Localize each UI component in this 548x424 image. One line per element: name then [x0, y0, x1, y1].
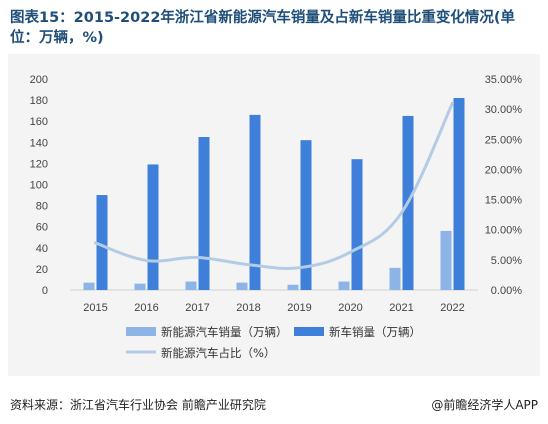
legend-label-total-sales: 新车销量（万辆）	[329, 325, 421, 339]
source-note: 资料来源：浙江省汽车行业协会 前瞻产业研究院	[10, 398, 266, 412]
y-left-tick-label: 100	[30, 180, 48, 192]
bar-total-sales	[300, 140, 312, 290]
chart-area: 0 20 40 60 80 100 120 140 160 180 200 0.00% 5.00% 10.…	[8, 54, 540, 376]
y-right-tick-label: 0.00%	[491, 285, 522, 297]
legend-swatch-nev-sales	[126, 327, 156, 336]
y-left-tick-label: 120	[30, 158, 48, 170]
bar-nev-sales	[287, 284, 299, 290]
bar-nev-sales	[389, 267, 401, 290]
y-left-tick-label: 160	[30, 116, 48, 128]
bar-nev-sales	[338, 281, 350, 290]
y-left-tick-label: 180	[30, 95, 48, 107]
brand-label: @前瞻经济学人APP	[431, 398, 538, 412]
bar-nev-sales	[236, 282, 248, 290]
y-right-tick-label: 30.00%	[485, 104, 523, 116]
y-right-tick-label: 25.00%	[485, 134, 523, 146]
y-left-tick-label: 140	[30, 137, 48, 149]
legend-swatch-total-sales	[294, 327, 324, 336]
x-tick-label: 2022	[440, 302, 464, 314]
bar-total-sales	[249, 114, 261, 290]
chart-title: 图表15：2015-2022年浙江省新能源汽车销量及占新车销量比重变化情况(单位…	[10, 10, 516, 46]
x-tick-label: 2015	[83, 302, 107, 314]
bar-total-sales	[198, 137, 210, 290]
x-tick-label: 2019	[287, 302, 311, 314]
y-right-tick-label: 10.00%	[485, 225, 523, 237]
x-tick-label: 2017	[185, 302, 209, 314]
y-right-tick-label: 20.00%	[485, 164, 523, 176]
bar-nev-sales	[440, 230, 452, 290]
y-left-tick-label: 0	[42, 285, 48, 297]
x-tick-label: 2020	[338, 302, 362, 314]
x-tick-label: 2018	[236, 302, 260, 314]
legend-label-nev-share: 新能源汽车占比（%）	[161, 346, 275, 360]
combo-chart: 0 20 40 60 80 100 120 140 160 180 200 0.00% 5.00% 10.…	[30, 74, 523, 360]
y-right-tick-label: 5.00%	[491, 255, 522, 267]
bar-total-sales	[453, 97, 465, 290]
y-right-tick-label: 15.00%	[485, 195, 523, 207]
y-left-tick-label: 200	[30, 74, 48, 86]
y-left-tick-label: 20	[36, 264, 48, 276]
bar-total-sales	[351, 159, 363, 290]
bar-nev-sales	[134, 283, 146, 290]
y-left-tick-label: 60	[36, 222, 48, 234]
x-tick-label: 2021	[389, 302, 413, 314]
y-left-tick-label: 40	[36, 243, 48, 255]
x-tick-label: 2016	[134, 302, 158, 314]
bar-total-sales	[147, 164, 159, 290]
bar-nev-sales	[83, 282, 95, 290]
y-left-tick-label: 80	[36, 201, 48, 213]
bar-nev-sales	[185, 281, 197, 290]
line-nev-share	[94, 101, 454, 270]
y-right-tick-label: 35.00%	[485, 74, 523, 86]
bar-total-sales	[96, 195, 108, 290]
legend-label-nev-sales: 新能源汽车销量（万辆）	[161, 325, 288, 339]
